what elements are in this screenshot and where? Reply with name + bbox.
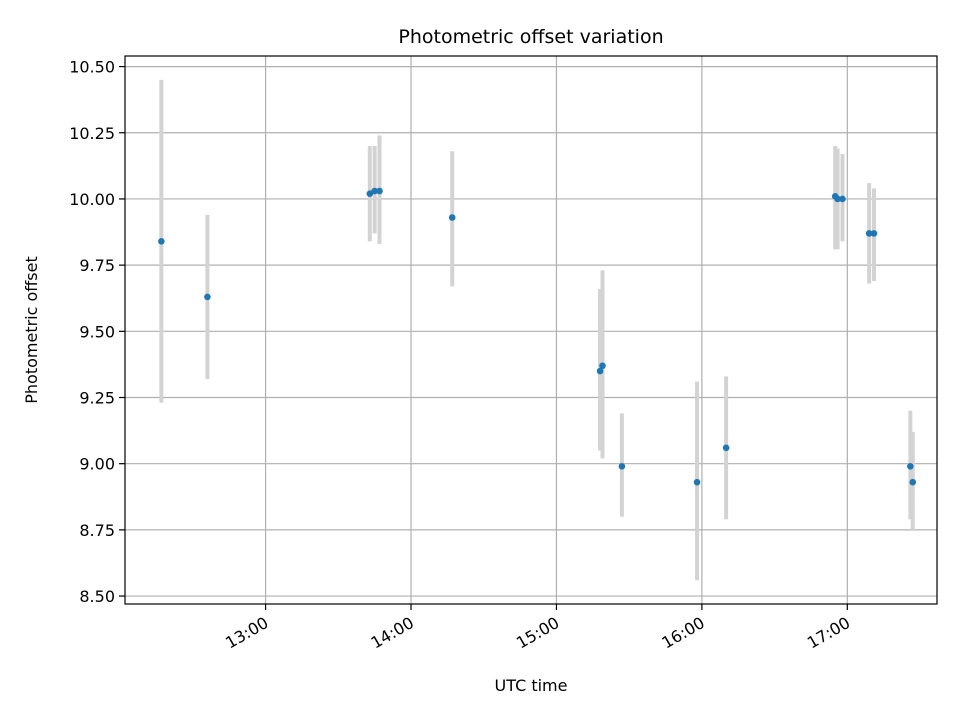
data-point (618, 463, 626, 470)
grid (125, 56, 937, 604)
data-point (907, 463, 914, 470)
y-tick-label: 8.75 (79, 521, 115, 540)
y-tick-label: 8.50 (79, 587, 115, 606)
y-tick-label: 10.00 (69, 190, 115, 209)
data-point (371, 187, 378, 195)
data-point (448, 214, 456, 221)
data-point (839, 195, 846, 203)
data-point (366, 190, 374, 197)
data-point (596, 367, 604, 375)
y-tick-label: 10.50 (69, 58, 115, 77)
data-point (158, 238, 165, 245)
y-tick-label: 9.75 (79, 256, 115, 275)
chart-title: Photometric offset variation (398, 26, 663, 48)
data-point (870, 230, 878, 237)
y-tick-label: 9.50 (79, 322, 115, 341)
data-point (865, 230, 873, 237)
y-axis-title: Photometric offset (22, 256, 41, 404)
data-point (599, 362, 606, 370)
x-axis-title: UTC time (495, 676, 568, 695)
y-tick-label: 10.25 (69, 124, 115, 143)
y-axis: 8.50 8.75 9.00 9.25 9.50 9.75 10.00 10.25 10.50 (69, 58, 125, 606)
data-point (909, 478, 917, 486)
y-tick-label: 9.25 (79, 389, 115, 408)
data-point (722, 444, 730, 452)
data-point (693, 478, 701, 486)
data-point (834, 195, 841, 203)
data-point (376, 187, 383, 195)
data-points (158, 187, 917, 486)
y-tick-label: 9.00 (79, 455, 115, 474)
data-point (204, 293, 211, 301)
plot-frame (124, 55, 938, 605)
